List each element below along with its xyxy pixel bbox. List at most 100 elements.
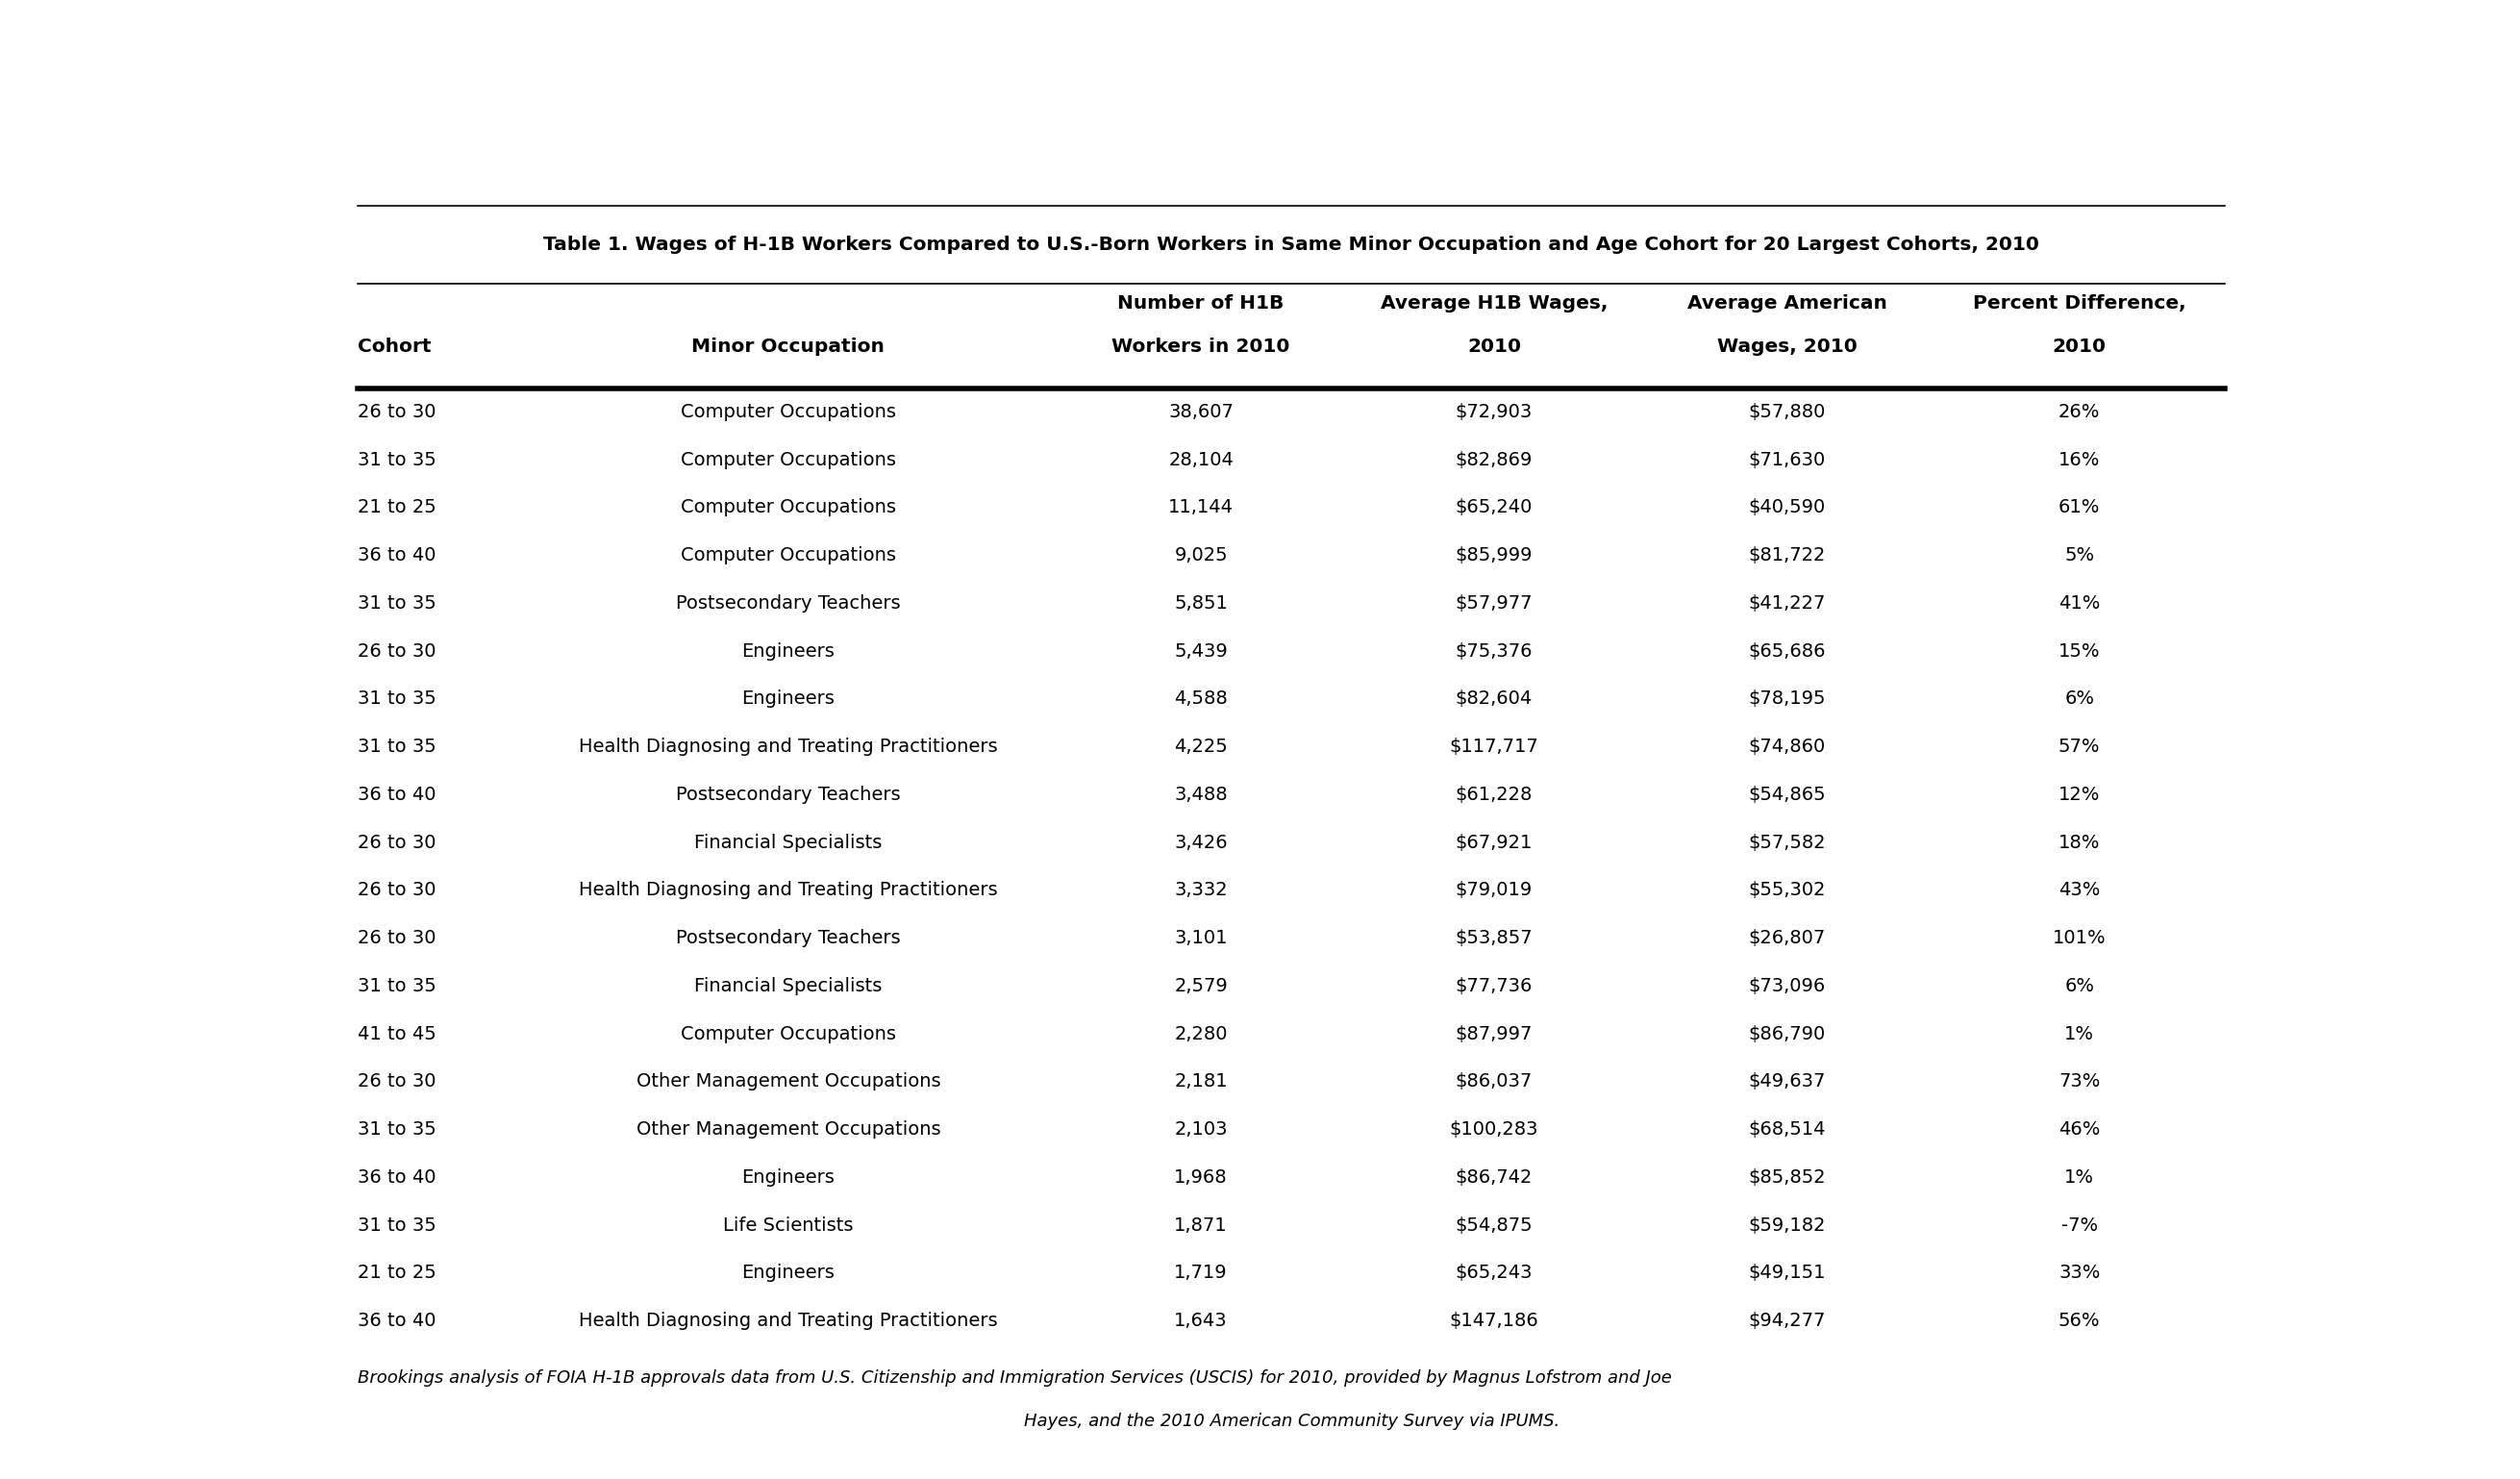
Text: 31 to 35: 31 to 35	[358, 689, 436, 708]
Text: Wages, 2010: Wages, 2010	[1716, 337, 1857, 356]
Text: $86,742: $86,742	[1457, 1168, 1532, 1186]
Text: 1,968: 1,968	[1174, 1168, 1227, 1186]
Text: 12%: 12%	[2059, 785, 2099, 805]
Text: 101%: 101%	[2054, 929, 2107, 948]
Text: 11,144: 11,144	[1169, 498, 1235, 516]
Text: 43%: 43%	[2059, 881, 2099, 899]
Text: 6%: 6%	[2064, 689, 2094, 708]
Text: 1%: 1%	[2064, 1168, 2094, 1186]
Text: 31 to 35: 31 to 35	[358, 595, 436, 612]
Text: Life Scientists: Life Scientists	[723, 1216, 854, 1235]
Text: $86,037: $86,037	[1457, 1072, 1532, 1092]
Text: $147,186: $147,186	[1449, 1312, 1540, 1330]
Text: Postsecondary Teachers: Postsecondary Teachers	[675, 785, 900, 805]
Text: 5,851: 5,851	[1174, 595, 1227, 612]
Text: 26 to 30: 26 to 30	[358, 1072, 436, 1092]
Text: $77,736: $77,736	[1457, 978, 1532, 995]
Text: $55,302: $55,302	[1749, 881, 1827, 899]
Text: Engineers: Engineers	[741, 642, 834, 660]
Text: 15%: 15%	[2059, 642, 2099, 660]
Text: $65,243: $65,243	[1457, 1265, 1532, 1282]
Text: 2,103: 2,103	[1174, 1121, 1227, 1139]
Text: $74,860: $74,860	[1749, 738, 1827, 756]
Text: $41,227: $41,227	[1749, 595, 1827, 612]
Text: Minor Occupation: Minor Occupation	[693, 337, 885, 356]
Text: 28,104: 28,104	[1169, 451, 1235, 469]
Text: 3,488: 3,488	[1174, 785, 1227, 805]
Text: $57,582: $57,582	[1749, 834, 1827, 852]
Text: 33%: 33%	[2059, 1265, 2099, 1282]
Text: 26 to 30: 26 to 30	[358, 834, 436, 852]
Text: 5%: 5%	[2064, 546, 2094, 565]
Text: 38,607: 38,607	[1169, 402, 1235, 422]
Text: $87,997: $87,997	[1457, 1025, 1532, 1043]
Text: $81,722: $81,722	[1749, 546, 1827, 565]
Text: 61%: 61%	[2059, 498, 2099, 516]
Text: $73,096: $73,096	[1749, 978, 1827, 995]
Text: $85,852: $85,852	[1749, 1168, 1827, 1186]
Text: 26 to 30: 26 to 30	[358, 929, 436, 948]
Text: Other Management Occupations: Other Management Occupations	[635, 1121, 940, 1139]
Text: 4,588: 4,588	[1174, 689, 1227, 708]
Text: Cohort: Cohort	[358, 337, 431, 356]
Text: 3,332: 3,332	[1174, 881, 1227, 899]
Text: Postsecondary Teachers: Postsecondary Teachers	[675, 595, 900, 612]
Text: 2010: 2010	[1467, 337, 1522, 356]
Text: 57%: 57%	[2059, 738, 2099, 756]
Text: Financial Specialists: Financial Specialists	[696, 978, 882, 995]
Text: $67,921: $67,921	[1457, 834, 1532, 852]
Text: $85,999: $85,999	[1457, 546, 1532, 565]
Text: 36 to 40: 36 to 40	[358, 1312, 436, 1330]
Text: $65,686: $65,686	[1749, 642, 1827, 660]
Text: $40,590: $40,590	[1749, 498, 1827, 516]
Text: 31 to 35: 31 to 35	[358, 451, 436, 469]
Text: 26 to 30: 26 to 30	[358, 402, 436, 422]
Text: 31 to 35: 31 to 35	[358, 738, 436, 756]
Text: 73%: 73%	[2059, 1072, 2099, 1092]
Text: 3,101: 3,101	[1174, 929, 1227, 948]
Text: Table 1. Wages of H-1B Workers Compared to U.S.-Born Workers in Same Minor Occup: Table 1. Wages of H-1B Workers Compared …	[544, 235, 2039, 254]
Text: 26 to 30: 26 to 30	[358, 881, 436, 899]
Text: $49,637: $49,637	[1749, 1072, 1827, 1092]
Text: Engineers: Engineers	[741, 1168, 834, 1186]
Text: Average H1B Wages,: Average H1B Wages,	[1381, 294, 1608, 312]
Text: 2,181: 2,181	[1174, 1072, 1227, 1092]
Text: $57,880: $57,880	[1749, 402, 1827, 422]
Text: 2010: 2010	[2051, 337, 2107, 356]
Text: 36 to 40: 36 to 40	[358, 1168, 436, 1186]
Text: $54,865: $54,865	[1749, 785, 1827, 805]
Text: Engineers: Engineers	[741, 689, 834, 708]
Text: Percent Difference,: Percent Difference,	[1973, 294, 2185, 312]
Text: $65,240: $65,240	[1457, 498, 1532, 516]
Text: 16%: 16%	[2059, 451, 2099, 469]
Text: $72,903: $72,903	[1457, 402, 1532, 422]
Text: Computer Occupations: Computer Occupations	[680, 546, 897, 565]
Text: 31 to 35: 31 to 35	[358, 1216, 436, 1235]
Text: Other Management Occupations: Other Management Occupations	[635, 1072, 940, 1092]
Text: $61,228: $61,228	[1457, 785, 1532, 805]
Text: $86,790: $86,790	[1749, 1025, 1827, 1043]
Text: 9,025: 9,025	[1174, 546, 1227, 565]
Text: 1%: 1%	[2064, 1025, 2094, 1043]
Text: -7%: -7%	[2061, 1216, 2097, 1235]
Text: $49,151: $49,151	[1749, 1265, 1827, 1282]
Text: $75,376: $75,376	[1457, 642, 1532, 660]
Text: $100,283: $100,283	[1449, 1121, 1540, 1139]
Text: $68,514: $68,514	[1749, 1121, 1827, 1139]
Text: Computer Occupations: Computer Occupations	[680, 1025, 897, 1043]
Text: 31 to 35: 31 to 35	[358, 978, 436, 995]
Text: Financial Specialists: Financial Specialists	[696, 834, 882, 852]
Text: 21 to 25: 21 to 25	[358, 1265, 436, 1282]
Text: Engineers: Engineers	[741, 1265, 834, 1282]
Text: 46%: 46%	[2059, 1121, 2099, 1139]
Text: 2,280: 2,280	[1174, 1025, 1227, 1043]
Text: Workers in 2010: Workers in 2010	[1111, 337, 1290, 356]
Text: 1,643: 1,643	[1174, 1312, 1227, 1330]
Text: $26,807: $26,807	[1749, 929, 1827, 948]
Text: Hayes, and the 2010 American Community Survey via IPUMS.: Hayes, and the 2010 American Community S…	[1023, 1412, 1560, 1430]
Text: Health Diagnosing and Treating Practitioners: Health Diagnosing and Treating Practitio…	[580, 738, 998, 756]
Text: 6%: 6%	[2064, 978, 2094, 995]
Text: 56%: 56%	[2059, 1312, 2099, 1330]
Text: 26 to 30: 26 to 30	[358, 642, 436, 660]
Text: $57,977: $57,977	[1457, 595, 1532, 612]
